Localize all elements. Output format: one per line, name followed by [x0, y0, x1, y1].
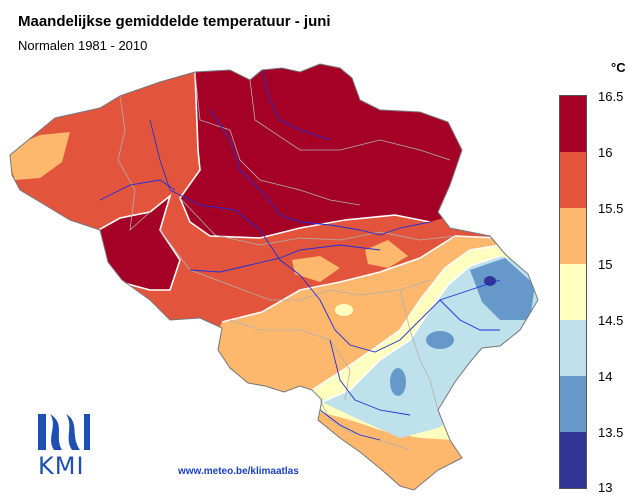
rivers: [99, 69, 501, 441]
zone-16.5-plus-west: [95, 196, 180, 290]
kmi-logo-icon: [38, 414, 90, 450]
legend-tick: 15: [598, 257, 613, 272]
zone-16.5-plus-north: [180, 64, 470, 238]
zone-14-14.5-center: [426, 331, 454, 349]
zone-14-14.5-east: [470, 258, 535, 320]
zone-15.5-16-island-2: [365, 240, 408, 268]
isotherm-lines: [94, 71, 501, 403]
legend-swatch-5: [560, 376, 586, 432]
color-legend: [559, 95, 587, 489]
legend-tick: 14: [598, 369, 613, 384]
legend-swatch-6: [560, 432, 586, 488]
map-title: Maandelijkse gemiddelde temperatuur - ju…: [18, 13, 331, 30]
legend-unit: °C: [611, 60, 626, 75]
legend-swatch-2: [560, 208, 586, 264]
footer-link[interactable]: www.meteo.be/klimaatlas: [178, 466, 299, 477]
legend-swatch-4: [560, 320, 586, 376]
map-subtitle: Normalen 1981 - 2010: [18, 38, 148, 53]
belgium-outline: [9, 63, 539, 491]
zone-15-15.5-island: [335, 304, 353, 316]
legend-tick: 15.5: [598, 201, 624, 216]
legend-tick: 16: [598, 145, 613, 160]
zone-14-14.5-south: [390, 368, 406, 396]
legend-tick: 13.5: [598, 425, 624, 440]
province-borders: [117, 71, 456, 451]
legend-tick: 16.5: [598, 89, 624, 104]
zone-15.5-16-island-1: [292, 256, 340, 282]
legend-swatch-3: [560, 264, 586, 320]
legend-tick: 14.5: [598, 313, 624, 328]
logo-text: KMI: [38, 452, 85, 480]
legend-swatch-0: [560, 96, 586, 152]
zone-13.5-14: [484, 276, 496, 286]
legend-tick: 13: [598, 480, 613, 495]
legend-swatch-1: [560, 152, 586, 208]
